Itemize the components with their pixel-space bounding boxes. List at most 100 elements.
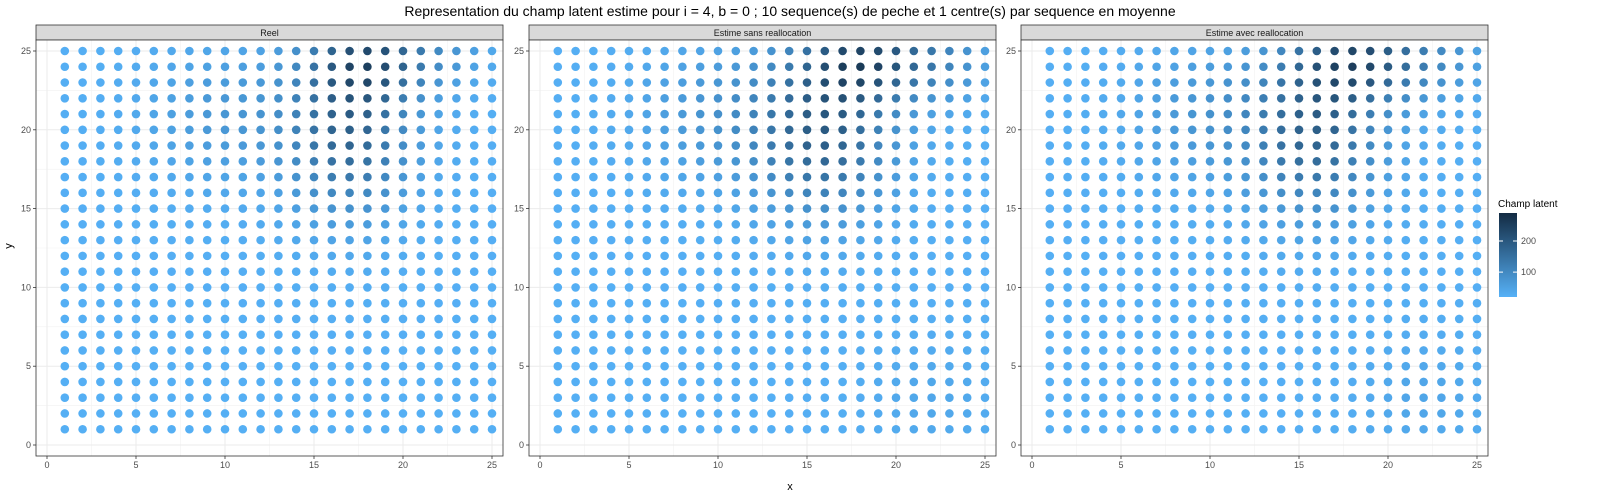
data-point	[1383, 220, 1393, 229]
data-point	[1437, 157, 1446, 166]
data-point	[1134, 361, 1144, 371]
data-point	[589, 267, 598, 276]
data-point	[1063, 220, 1072, 229]
data-point	[452, 393, 461, 403]
data-point	[749, 377, 758, 387]
data-point	[345, 204, 354, 213]
data-point	[624, 346, 634, 355]
data-point	[660, 46, 669, 56]
data-point	[1241, 314, 1250, 324]
data-point	[642, 141, 652, 150]
data-point	[167, 267, 176, 276]
y-tick-label: 20	[21, 125, 31, 135]
data-point	[1098, 204, 1108, 213]
data-point	[1045, 78, 1055, 87]
data-point	[220, 204, 230, 213]
data-point	[1081, 204, 1090, 213]
data-point	[131, 377, 141, 387]
data-point	[695, 188, 705, 198]
data-point	[309, 251, 319, 261]
data-point	[784, 157, 794, 166]
data-point	[891, 204, 901, 213]
data-point	[96, 204, 105, 213]
data-point	[1223, 424, 1233, 434]
data-point	[1312, 330, 1322, 339]
y-tick-label: 0	[1011, 440, 1016, 450]
data-point	[784, 251, 794, 261]
data-point	[96, 125, 105, 135]
data-point	[873, 93, 883, 103]
data-point	[185, 267, 194, 276]
data-point	[220, 377, 230, 387]
data-point	[1241, 188, 1250, 198]
data-point	[220, 283, 230, 292]
data-point	[202, 188, 212, 198]
data-point	[185, 251, 194, 261]
data-point	[167, 220, 176, 229]
data-point	[856, 346, 865, 355]
data-point	[398, 141, 408, 150]
data-point	[962, 283, 972, 292]
data-point	[713, 393, 723, 403]
data-point	[553, 251, 563, 261]
data-point	[1170, 393, 1179, 403]
data-point	[1223, 157, 1233, 166]
data-point	[1241, 157, 1250, 166]
data-point	[553, 314, 563, 324]
data-point	[1472, 346, 1482, 355]
data-point	[398, 204, 408, 213]
data-point	[678, 235, 687, 245]
data-point	[1454, 78, 1464, 87]
data-point	[838, 251, 847, 261]
data-point	[571, 235, 580, 245]
data-point	[820, 93, 830, 103]
data-point	[909, 298, 919, 308]
data-point	[1348, 157, 1357, 166]
data-point	[363, 46, 372, 56]
data-point	[1294, 409, 1304, 418]
data-point	[1348, 235, 1357, 245]
data-point	[1152, 62, 1161, 72]
data-point	[380, 409, 390, 418]
data-point	[469, 283, 479, 292]
data-point	[327, 424, 337, 434]
data-point	[1116, 78, 1126, 87]
data-point	[642, 298, 652, 308]
data-point	[1223, 314, 1233, 324]
data-point	[131, 188, 141, 198]
data-point	[767, 377, 776, 387]
data-point	[149, 251, 159, 261]
data-point	[606, 62, 616, 72]
data-point	[1063, 314, 1072, 324]
data-point	[731, 220, 741, 229]
data-point	[1241, 172, 1250, 182]
data-point	[962, 330, 972, 339]
data-point	[642, 125, 652, 135]
data-point	[1330, 204, 1339, 213]
data-point	[1205, 377, 1215, 387]
data-point	[434, 172, 443, 182]
data-point	[274, 235, 283, 245]
data-point	[1330, 424, 1339, 434]
data-point	[487, 346, 497, 355]
data-point	[856, 109, 865, 119]
data-point	[1223, 330, 1233, 339]
data-point	[962, 62, 972, 72]
data-point	[398, 377, 408, 387]
data-point	[1276, 298, 1286, 308]
data-point	[856, 330, 865, 339]
data-point	[202, 235, 212, 245]
data-point	[624, 235, 634, 245]
data-point	[167, 409, 176, 418]
data-point	[749, 361, 758, 371]
data-point	[642, 220, 652, 229]
data-point	[909, 188, 919, 198]
data-point	[1401, 251, 1411, 261]
data-point	[784, 220, 794, 229]
data-point	[78, 125, 87, 135]
data-point	[1437, 109, 1446, 119]
data-point	[1437, 188, 1446, 198]
data-point	[767, 330, 776, 339]
data-point	[1223, 298, 1233, 308]
data-point	[487, 409, 497, 418]
